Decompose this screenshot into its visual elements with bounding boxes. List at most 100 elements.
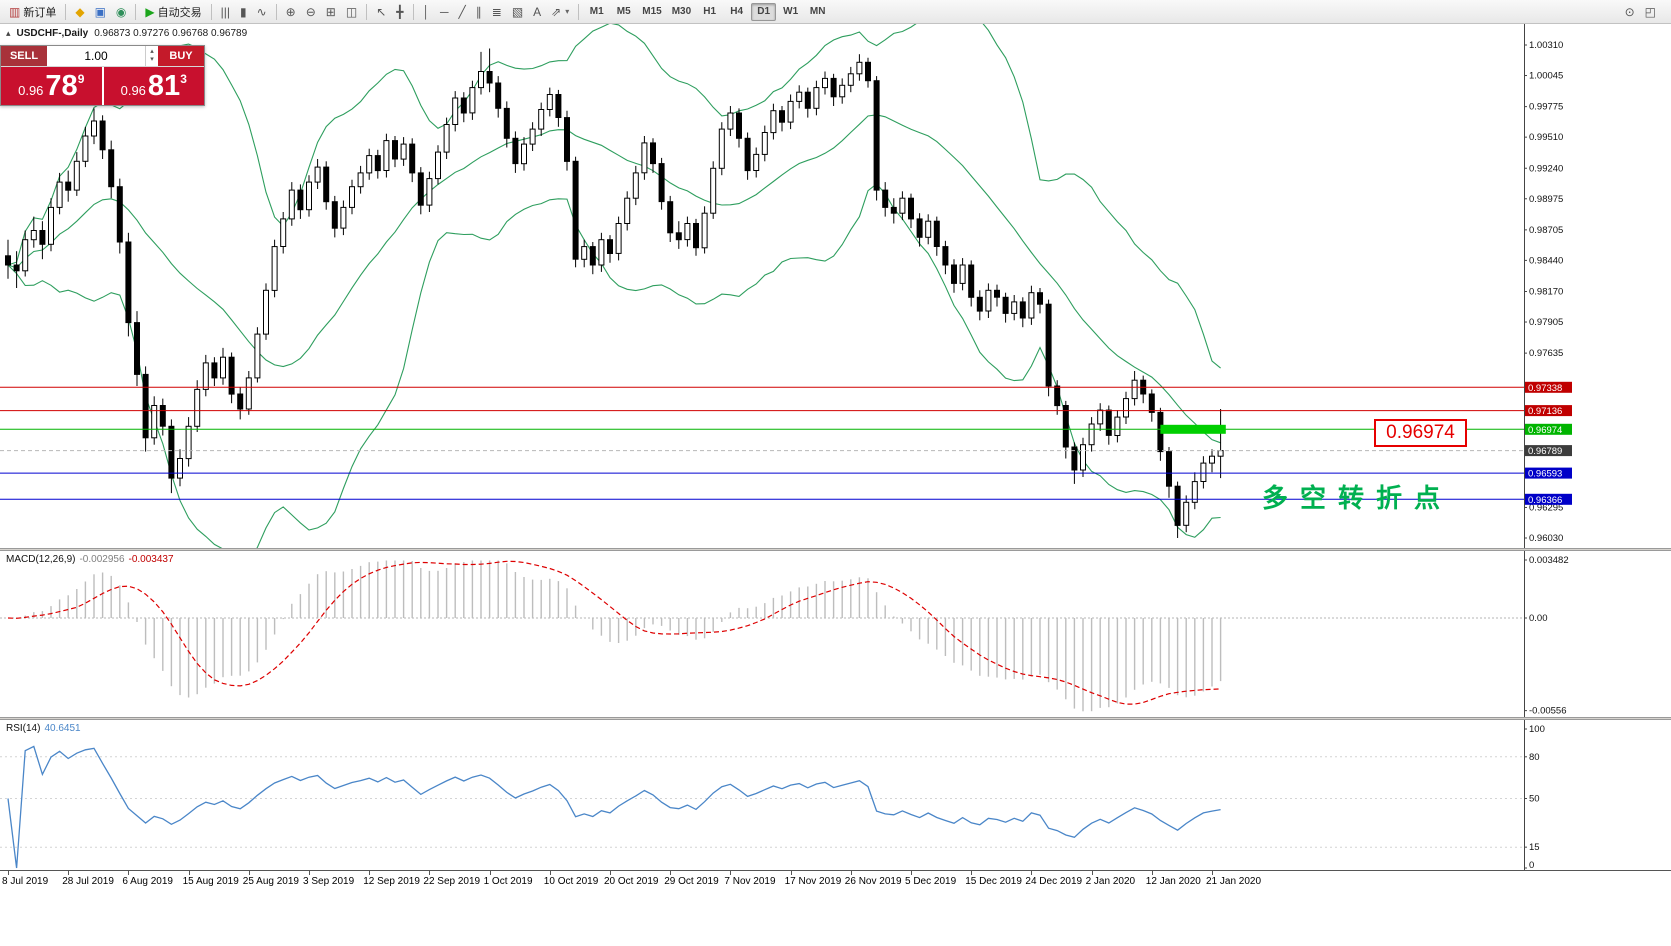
time-scale[interactable]: 8 Jul 2019 28 Jul 2019 6 Aug 2019 15 Aug 20…: [0, 870, 1671, 894]
time-tick: [489, 871, 491, 875]
volume-down-icon[interactable]: ▾: [150, 56, 154, 63]
timeframe-mn-button[interactable]: MN: [805, 3, 830, 21]
fibonacci-button[interactable]: ≣: [487, 2, 507, 22]
time-tick: [128, 871, 130, 875]
panel-splitter[interactable]: [0, 717, 1671, 720]
sell-button[interactable]: SELL: [1, 46, 47, 66]
date-label: 17 Nov 2019: [784, 876, 842, 887]
time-tick: [549, 871, 551, 875]
time-tick: [309, 871, 310, 875]
crosshair-button[interactable]: ╋: [391, 2, 408, 22]
timeframe-h4-button[interactable]: H4: [724, 3, 749, 21]
sell-price-box[interactable]: 0.96 78 9: [1, 67, 102, 105]
bollinger-bands-indicator: [7, 24, 1221, 548]
highlight-bar[interactable]: [1160, 424, 1226, 434]
fibonacci-icon: ≣: [491, 4, 502, 19]
macd-tick-label: 0.003482: [1529, 555, 1569, 566]
horizontal-price-lines: [0, 386, 1524, 500]
toolbar-separator: [210, 3, 212, 20]
line-chart-button[interactable]: ∿: [252, 2, 272, 22]
sell-price-sup: 9: [77, 72, 85, 86]
time-tick: [68, 871, 70, 875]
svg-text:0.97338: 0.97338: [1528, 383, 1562, 394]
horizontal-line-button[interactable]: ─: [435, 2, 454, 22]
trendline-button[interactable]: ╱: [454, 2, 471, 22]
shapes-button[interactable]: ▧: [507, 2, 528, 22]
macd-signal-value: -0.003437: [128, 554, 174, 565]
time-tick: [730, 871, 732, 875]
time-tick: [670, 871, 672, 875]
date-label: 24 Dec 2019: [1025, 876, 1083, 887]
zoom-in-icon: ⊕: [285, 4, 296, 19]
support-line-upper-scale-label: [1525, 467, 1572, 479]
terminal-button[interactable]: ▣: [90, 2, 111, 22]
horizontal-line-icon: ─: [440, 4, 449, 19]
bollinger-upper-band-line: [7, 24, 1221, 369]
support-line-lower-scale-label: [1525, 493, 1572, 505]
candlestick-chart-button[interactable]: ▮: [235, 2, 252, 22]
zoom-in-button[interactable]: ⊕: [281, 2, 301, 22]
bollinger-middle-band-line: [7, 114, 1221, 444]
macd-indicator-label: MACD(12,26,9) -0.002956 -0.003437: [6, 554, 174, 565]
price-tick-label: 0.96030: [1529, 533, 1563, 544]
timeframe-w1-button[interactable]: W1: [778, 3, 803, 21]
dropdown-arrow-icon[interactable]: ▾: [565, 7, 570, 16]
timeframe-d1-button[interactable]: D1: [751, 2, 777, 21]
rsi-panel[interactable]: 100 80 50 15 0: [0, 720, 1671, 872]
sell-price-prefix: 0.96: [18, 82, 44, 98]
metaeditor-button[interactable]: ◆: [70, 2, 89, 22]
candlestick-series: [5, 48, 1224, 538]
date-label: 12 Jan 2020: [1145, 876, 1201, 887]
timeframe-h1-button[interactable]: H1: [697, 3, 722, 21]
search-button[interactable]: ⊙: [1620, 2, 1640, 22]
timeframe-m1-button[interactable]: M1: [584, 3, 609, 21]
time-tick: [1031, 871, 1033, 875]
shapes-icon: ▧: [511, 4, 524, 19]
text-label-button[interactable]: A: [528, 2, 546, 22]
vertical-line-button[interactable]: │: [418, 2, 436, 22]
buy-button[interactable]: BUY: [158, 46, 204, 66]
price-chart-panel[interactable]: 1.00310 1.00045 0.99775 0.99510 0.99240 0.989…: [0, 24, 1671, 548]
timeframe-m5-button[interactable]: M5: [611, 3, 636, 21]
sell-price-big: 78: [45, 69, 78, 102]
timeframe-m15-button[interactable]: M15: [638, 3, 665, 21]
autotrading-button[interactable]: ▶ 自动交易: [140, 2, 206, 22]
main-toolbar: ▥ 新订单 ◆ ▣ ◉ ▶ 自动交易 ||| ▮ ∿ ⊕ ⊖ ⊞ ◫ ↖ ╋ │ ─ ╱ ∥ ≣ ▧ A ⇗ ▾ M1 M5 M15…: [0, 0, 1671, 24]
macd-panel[interactable]: 0.003482 0.00 -0.00556: [0, 551, 1671, 717]
new-order-button-label: 新订单: [23, 6, 57, 19]
rsi-tick-label: 80: [1529, 752, 1540, 763]
collapse-trade-panel-icon[interactable]: ▴: [6, 28, 11, 38]
time-tick: [1091, 871, 1093, 875]
timeframe-m30-button[interactable]: M30: [668, 3, 695, 21]
buy-price-box[interactable]: 0.96 81 3: [103, 67, 204, 105]
vertical-line-icon: │: [422, 4, 431, 19]
volume-field[interactable]: 1.00 ▴ ▾: [47, 46, 158, 66]
equidistant-channel-button[interactable]: ∥: [471, 2, 487, 22]
time-tick: [911, 871, 912, 875]
rsi-tick-label: 15: [1529, 842, 1540, 853]
chart-info-line: ▴ USDCHF-,Daily 0.96873 0.97276 0.96768 …: [6, 28, 247, 39]
time-tick: [8, 871, 9, 875]
bars-chart-icon: |||: [220, 4, 230, 19]
chart-windows-button[interactable]: ◰: [1640, 2, 1661, 22]
macd-name: MACD(12,26,9): [6, 554, 76, 565]
time-tick: [971, 871, 973, 875]
market-watch-button[interactable]: ◉: [111, 2, 131, 22]
date-label: 2 Jan 2020: [1085, 876, 1136, 887]
date-label: 6 Aug 2019: [122, 876, 173, 887]
new-order-button[interactable]: ▥ 新订单: [4, 2, 61, 22]
bars-chart-button[interactable]: |||: [216, 2, 235, 22]
price-tick-label: 0.99775: [1529, 102, 1563, 113]
rsi-tick-label: 0: [1529, 860, 1534, 871]
zoom-out-button[interactable]: ⊖: [301, 2, 321, 22]
tile-windows-button[interactable]: ◫: [341, 2, 362, 22]
cursor-button[interactable]: ↖: [371, 2, 391, 22]
volume-input[interactable]: 1.00: [84, 49, 108, 63]
cursor-icon: ↖: [376, 4, 387, 19]
auto-arrange-button[interactable]: ⊞: [321, 2, 341, 22]
arrows-button[interactable]: ⇗ ▾: [546, 2, 574, 22]
macd-tick-label: -0.00556: [1529, 706, 1567, 717]
volume-up-icon[interactable]: ▴: [150, 48, 154, 56]
price-tick-label: 1.00045: [1529, 71, 1563, 82]
panel-splitter[interactable]: [0, 548, 1671, 551]
